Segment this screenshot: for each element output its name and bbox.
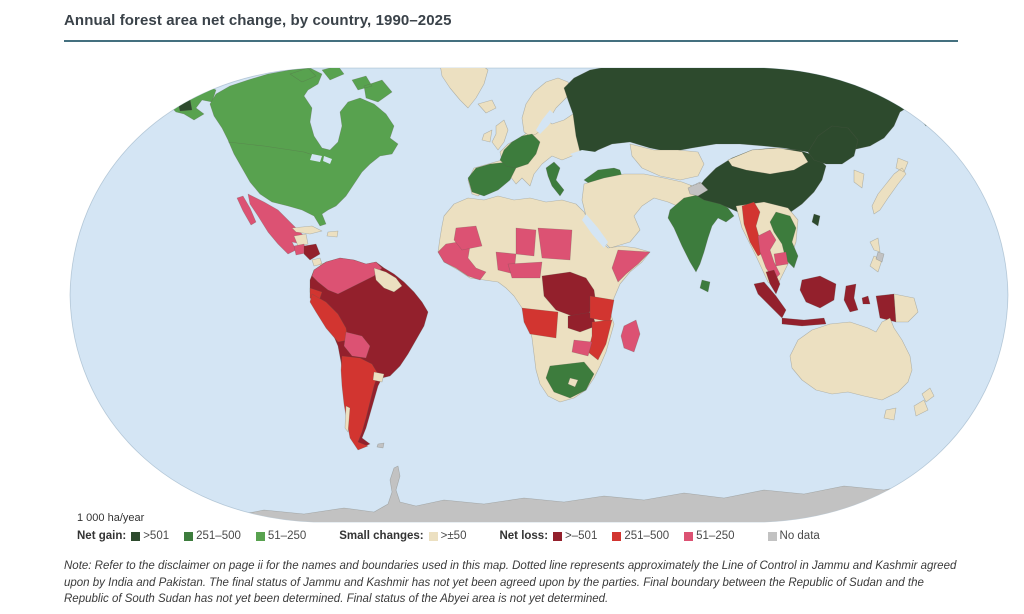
legend-gain3: 51–250: [255, 530, 307, 542]
region-nicaragua-honduras: [303, 243, 321, 261]
region-thailand: [757, 229, 781, 281]
region-korea: [853, 169, 865, 189]
region-sri-lanka: [699, 279, 711, 293]
region-papua-new-guinea: [893, 293, 919, 323]
region-south-america-base-brazil: [309, 257, 429, 449]
region-malaysia: [765, 269, 781, 295]
region-bolivia: [343, 331, 371, 359]
region-iceland: [477, 99, 497, 114]
legend-gain1: >501: [131, 530, 169, 542]
region-lesotho: [567, 377, 579, 388]
gain2-swatch: [184, 531, 194, 541]
region-france: [499, 133, 541, 169]
black-sea: [570, 150, 604, 162]
world-map: [64, 56, 1014, 534]
legend-loss3-value: 51–250: [696, 530, 735, 542]
gain1-swatch: [131, 531, 141, 541]
legend-small1-value: >±50: [440, 530, 467, 542]
region-canada-usa: [209, 68, 399, 227]
region-new-zealand: [913, 387, 935, 417]
region-mexico: [236, 193, 307, 255]
line-of-control: [689, 181, 705, 187]
legend-gain-label: Net gain:: [77, 530, 127, 542]
region-mali: [453, 225, 483, 251]
legend-loss1-value: >–501: [565, 530, 598, 542]
region-angola: [521, 307, 559, 339]
region-zimbabwe: [571, 339, 593, 357]
region-antarctica: [153, 465, 975, 522]
region-sulawesi: [843, 283, 871, 313]
legend-loss3: 51–250: [684, 530, 735, 542]
region-japan: [871, 157, 909, 215]
region-kazakhstan: [629, 143, 705, 181]
legend-nodata-value: No data: [779, 530, 820, 542]
great-lakes: [310, 154, 332, 164]
loss1-swatch: [553, 531, 563, 541]
persian-gulf: [648, 202, 674, 218]
gain3-swatch: [255, 531, 265, 541]
region-somalia: [611, 249, 651, 283]
legend-loss1: >–501: [553, 530, 597, 542]
legend-small-label: Small changes:: [339, 530, 424, 542]
loss3-swatch: [684, 531, 694, 541]
page-title: Annual forest area net change, by countr…: [64, 12, 452, 29]
baltic-sea: [536, 110, 556, 134]
region-south-chile-strip: [344, 405, 351, 433]
region-zambia: [567, 311, 597, 333]
legend-loss-label: Net loss:: [499, 530, 549, 542]
region-philippines-gray: [875, 251, 885, 263]
region-borneo: [799, 275, 837, 309]
legend-gain3-value: 51–250: [267, 530, 307, 542]
region-java: [781, 317, 827, 327]
region-falklands: [376, 442, 385, 449]
region-cuba: [291, 225, 339, 238]
region-italy: [545, 161, 565, 197]
region-manchuria: [807, 125, 859, 165]
region-kashmir: [687, 181, 709, 197]
region-sumatra: [753, 281, 787, 319]
loss2-swatch: [612, 531, 622, 541]
red-sea: [582, 214, 608, 248]
small-swatch: [428, 531, 438, 541]
region-vietnam-laos: [769, 211, 799, 269]
title-rule: [64, 40, 958, 42]
region-uruguay: [372, 371, 385, 383]
legend-nodata: No data: [767, 530, 820, 542]
legend-gain2-value: 251–500: [196, 530, 241, 542]
region-tanzania: [589, 295, 615, 323]
region-greenland: [439, 68, 489, 109]
region-mongolia: [727, 147, 809, 175]
region-madagascar: [620, 319, 641, 353]
region-guyanas: [373, 267, 403, 293]
region-tasmania: [883, 407, 897, 421]
legend-gain1-value: >501: [143, 530, 170, 542]
region-chad: [515, 227, 537, 257]
region-arctic-islands: [289, 68, 393, 103]
region-alaska-dark: [177, 98, 193, 112]
nodata-swatch: [767, 531, 777, 541]
region-uk: [491, 119, 509, 151]
legend-small1: >±50: [428, 530, 467, 542]
region-cambodia: [773, 251, 789, 267]
legend-loss2-value: 251–500: [624, 530, 670, 542]
region-ireland: [481, 129, 493, 143]
region-philippines: [869, 237, 883, 273]
legend-row: Net gain: >501 251–500 51–250 Small chan…: [77, 530, 835, 542]
legend-unit: 1 000 ha/year: [77, 512, 145, 524]
legend-gain2: 251–500: [184, 530, 241, 542]
region-argentina-chile: [340, 355, 379, 451]
map-note: Note: Refer to the disclaimer on page ii…: [64, 560, 957, 606]
region-mozambique: [587, 319, 613, 361]
region-australia: [789, 317, 913, 401]
region-sudan: [537, 227, 573, 261]
region-colombia-venezuela: [311, 257, 383, 295]
region-taiwan: [811, 213, 821, 227]
legend-loss2: 251–500: [612, 530, 669, 542]
legend: 1 000 ha/year Net gain: >501 251–500 51–…: [77, 512, 835, 542]
world-map-svg: [69, 67, 1009, 523]
region-cameroon-car: [507, 261, 543, 279]
region-yucatan: [293, 233, 309, 247]
region-peru: [309, 293, 349, 343]
